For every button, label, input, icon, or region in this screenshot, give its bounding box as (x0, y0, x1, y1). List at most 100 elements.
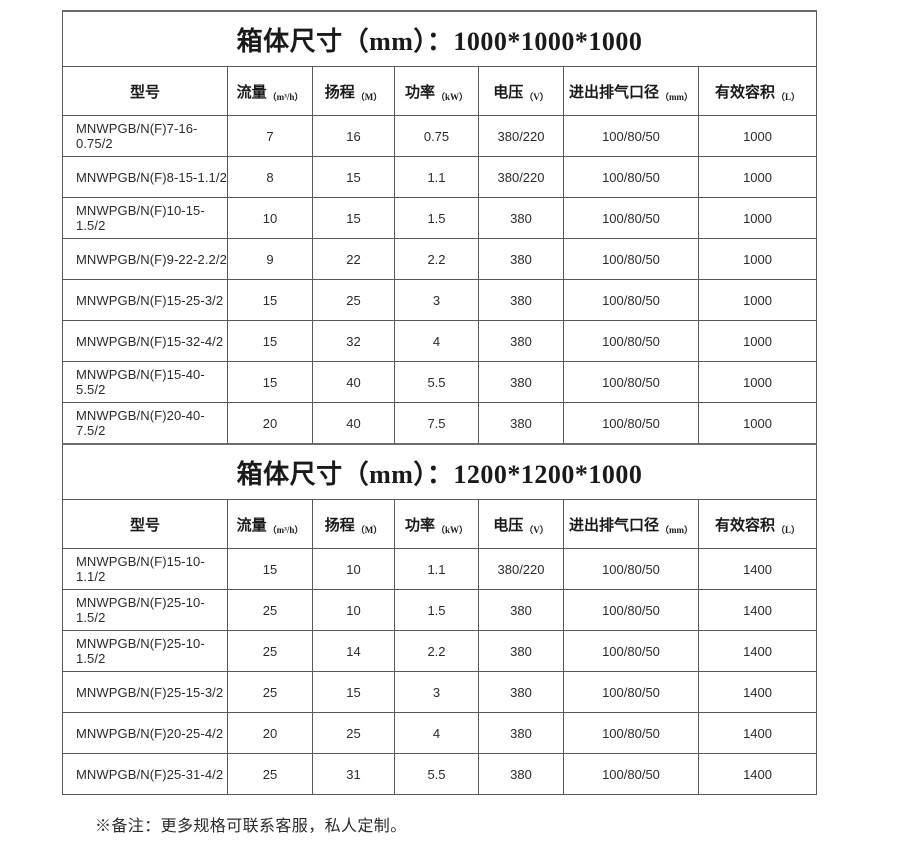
cell-model: MNWPGB/N(F)15-40-5.5/2 (62, 361, 228, 403)
cell-power: 1.1 (394, 156, 479, 198)
cell-voltage: 380 (478, 753, 564, 795)
table-row: MNWPGB/N(F)20-40-7.5/2 20 40 7.5 380 100… (62, 402, 818, 444)
cell-flow: 25 (227, 630, 313, 672)
cell-head: 16 (312, 115, 395, 157)
column-header-head: 扬程（M） (312, 499, 395, 549)
column-header-volume-label: 有效容积 (715, 84, 776, 101)
table-row: MNWPGB/N(F)20-25-4/2 20 25 4 380 100/80/… (62, 712, 818, 754)
cell-model: MNWPGB/N(F)7-16-0.75/2 (62, 115, 228, 157)
cell-power: 5.5 (394, 361, 479, 403)
cell-head: 15 (312, 156, 395, 198)
cell-diameter: 100/80/50 (563, 238, 699, 280)
cell-voltage: 380 (478, 712, 564, 754)
cell-head: 40 (312, 361, 395, 403)
cell-power: 1.5 (394, 197, 479, 239)
cell-volume: 1000 (697, 279, 818, 321)
cell-head: 22 (312, 238, 395, 280)
cell-power: 5.5 (394, 753, 479, 795)
table-row: MNWPGB/N(F)25-10-1.5/2 25 14 2.2 380 100… (62, 630, 818, 672)
cell-flow: 15 (227, 279, 313, 321)
cell-diameter: 100/80/50 (563, 753, 699, 795)
cell-volume: 1000 (697, 197, 818, 239)
cell-voltage: 380 (478, 402, 564, 444)
table-row: MNWPGB/N(F)9-22-2.2/2 9 22 2.2 380 100/8… (62, 238, 818, 280)
cell-diameter: 100/80/50 (563, 156, 699, 198)
table-2-title-row: 箱体尺寸（mm）：1200*1200*1000 (61, 443, 818, 500)
cell-model: MNWPGB/N(F)8-15-1.1/2 (62, 156, 228, 198)
cell-diameter: 100/80/50 (563, 712, 699, 754)
cell-model: MNWPGB/N(F)25-15-3/2 (62, 671, 228, 713)
cell-power: 2.2 (394, 630, 479, 672)
column-header-diameter-unit: （mm） (660, 91, 693, 102)
cell-volume: 1400 (697, 548, 818, 590)
cell-volume: 1000 (697, 320, 818, 362)
column-header-head-unit: （M） (355, 91, 383, 102)
table-1-title-cell: 箱体尺寸（mm）：1000*1000*1000 (61, 10, 818, 67)
cell-head: 31 (312, 753, 395, 795)
cell-model: MNWPGB/N(F)20-40-7.5/2 (62, 402, 228, 444)
cell-diameter: 100/80/50 (563, 630, 699, 672)
cell-voltage: 380 (478, 279, 564, 321)
cell-model: MNWPGB/N(F)9-22-2.2/2 (62, 238, 228, 280)
table-2-title: 箱体尺寸（mm）：1200*1200*1000 (236, 459, 643, 489)
table-1-body: 箱体尺寸（mm）：1000*1000*1000 型号 流量（m³/h） 扬程（M… (61, 10, 818, 444)
column-header-volume-label: 有效容积 (715, 517, 776, 534)
cell-flow: 15 (227, 320, 313, 362)
cell-voltage: 380 (478, 320, 564, 362)
cell-voltage: 380 (478, 589, 564, 631)
column-header-power: 功率（kW） (394, 499, 479, 549)
table-row: MNWPGB/N(F)25-15-3/2 25 15 3 380 100/80/… (62, 671, 818, 713)
table-row: MNWPGB/N(F)10-15-1.5/2 10 15 1.5 380 100… (62, 197, 818, 239)
cell-power: 3 (394, 671, 479, 713)
cell-head: 15 (312, 197, 395, 239)
table-row: MNWPGB/N(F)25-10-1.5/2 25 10 1.5 380 100… (62, 589, 818, 631)
cell-model: MNWPGB/N(F)20-25-4/2 (62, 712, 228, 754)
column-header-flow-label: 流量 (236, 84, 267, 101)
cell-diameter: 100/80/50 (563, 197, 699, 239)
table-row: MNWPGB/N(F)7-16-0.75/2 7 16 0.75 380/220… (62, 115, 818, 157)
column-header-voltage: 电压（V） (478, 499, 564, 549)
column-header-head-label: 扬程 (324, 517, 355, 534)
column-header-power-label: 功率 (404, 84, 435, 101)
table-2-header-row: 型号 流量（m³/h） 扬程（M） 功率（kW） 电压（V） 进出排气口径（mm… (62, 499, 818, 549)
cell-head: 25 (312, 279, 395, 321)
cell-diameter: 100/80/50 (563, 361, 699, 403)
cell-model: MNWPGB/N(F)25-10-1.5/2 (62, 630, 228, 672)
column-header-diameter: 进出排气口径（mm） (563, 66, 699, 116)
column-header-voltage-label: 电压 (493, 517, 524, 534)
cell-head: 10 (312, 548, 395, 590)
cell-model: MNWPGB/N(F)15-32-4/2 (62, 320, 228, 362)
cell-voltage: 380 (478, 197, 564, 239)
cell-head: 15 (312, 671, 395, 713)
column-header-power-unit: （kW） (436, 91, 469, 102)
cell-volume: 1400 (697, 753, 818, 795)
cell-flow: 15 (227, 548, 313, 590)
column-header-voltage-label: 电压 (493, 84, 524, 101)
cell-power: 4 (394, 320, 479, 362)
footnote: ※备注：更多规格可联系客服，私人定制。 (95, 818, 407, 835)
cell-power: 1.1 (394, 548, 479, 590)
cell-volume: 1000 (697, 238, 818, 280)
table-row: MNWPGB/N(F)15-25-3/2 15 25 3 380 100/80/… (62, 279, 818, 321)
cell-volume: 1000 (697, 156, 818, 198)
cell-power: 4 (394, 712, 479, 754)
column-header-flow-label: 流量 (236, 517, 267, 534)
cell-power: 1.5 (394, 589, 479, 631)
column-header-model: 型号 (62, 499, 228, 549)
table-row: MNWPGB/N(F)15-32-4/2 15 32 4 380 100/80/… (62, 320, 818, 362)
table-row: MNWPGB/N(F)15-40-5.5/2 15 40 5.5 380 100… (62, 361, 818, 403)
cell-volume: 1400 (697, 630, 818, 672)
column-header-model-label: 型号 (129, 84, 160, 101)
cell-volume: 1000 (697, 115, 818, 157)
table-1-title-row: 箱体尺寸（mm）：1000*1000*1000 (61, 10, 818, 67)
cell-flow: 15 (227, 361, 313, 403)
column-header-model-label: 型号 (129, 517, 160, 534)
column-header-head-label: 扬程 (324, 84, 355, 101)
cell-power: 3 (394, 279, 479, 321)
table-2-body: 箱体尺寸（mm）：1200*1200*1000 型号 流量（m³/h） 扬程（M… (61, 443, 818, 795)
column-header-flow: 流量（m³/h） (227, 66, 313, 116)
column-header-diameter-label: 进出排气口径 (568, 517, 659, 534)
column-header-voltage-unit: （V） (524, 91, 549, 102)
cell-model: MNWPGB/N(F)15-10-1.1/2 (62, 548, 228, 590)
